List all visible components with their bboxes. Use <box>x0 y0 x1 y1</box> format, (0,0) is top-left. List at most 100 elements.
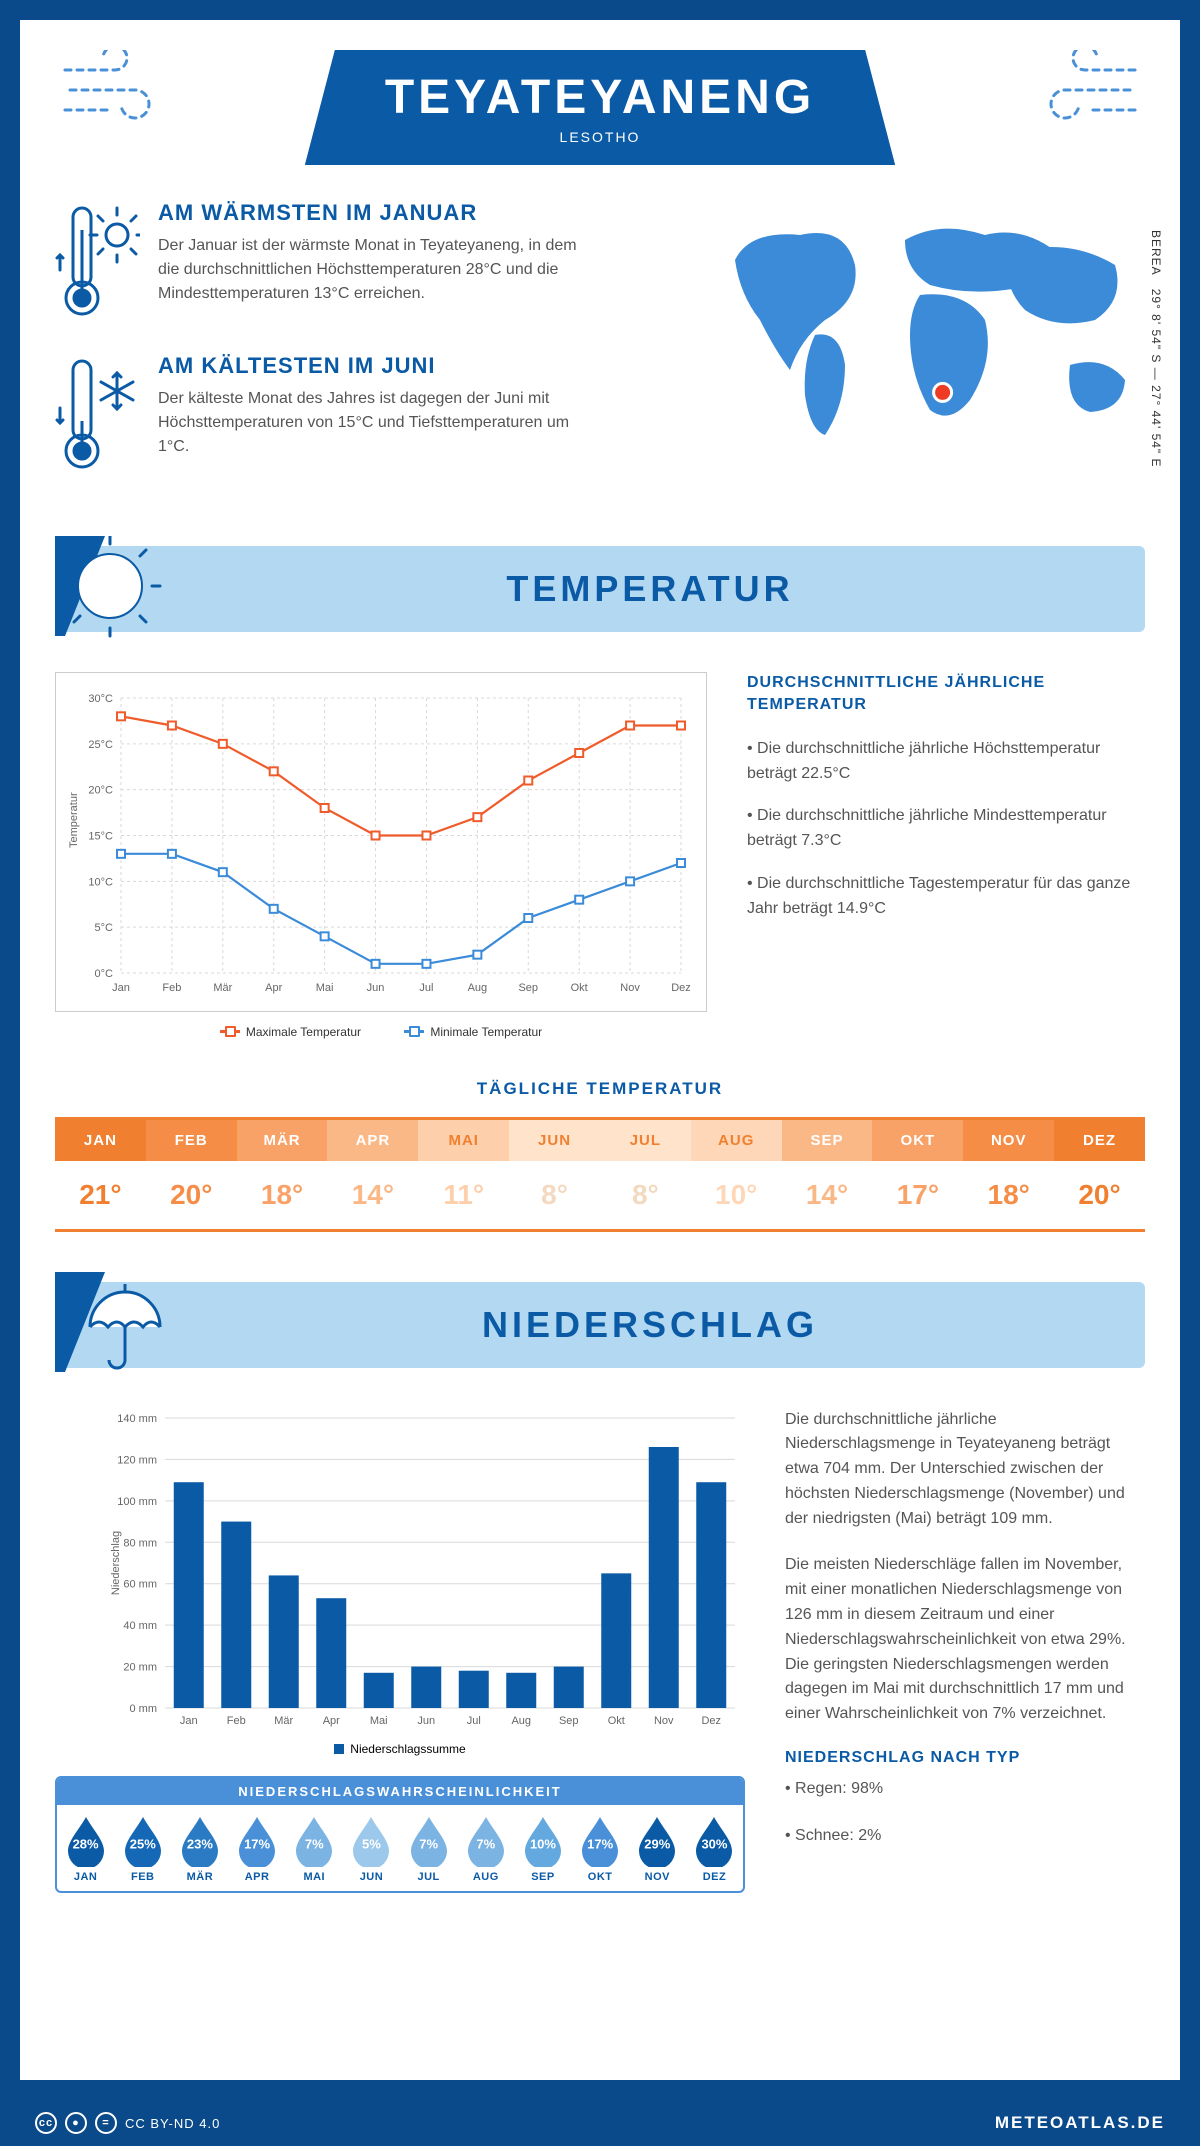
svg-text:Mai: Mai <box>316 982 334 994</box>
probability-cell: 7%JUL <box>400 1805 457 1891</box>
svg-text:Feb: Feb <box>227 1715 246 1727</box>
city-title: TEYATEYANENG <box>385 70 815 125</box>
precip-row: 0 mm20 mm40 mm60 mm80 mm100 mm120 mm140 … <box>55 1408 1145 1893</box>
daily-cell: MAI11° <box>418 1120 509 1229</box>
daily-cell: DEZ20° <box>1054 1120 1145 1229</box>
temperature-section-header: TEMPERATUR <box>55 546 1145 632</box>
precip-type-bullet: • Schnee: 2% <box>785 1824 1145 1849</box>
probability-cell: 29%NOV <box>629 1805 686 1891</box>
svg-text:Nov: Nov <box>654 1715 674 1727</box>
brand: METEOATLAS.DE <box>995 2113 1165 2133</box>
daily-temp-table: JAN21°FEB20°MÄR18°APR14°MAI11°JUN8°JUL8°… <box>55 1117 1145 1232</box>
precip-title: NIEDERSCHLAG <box>185 1304 1115 1346</box>
temp-info-title: DURCHSCHNITTLICHE JÄHRLICHE TEMPERATUR <box>747 672 1145 717</box>
svg-text:Jan: Jan <box>112 982 130 994</box>
svg-text:0 mm: 0 mm <box>130 1703 158 1715</box>
svg-text:Jun: Jun <box>367 982 385 994</box>
svg-text:Jun: Jun <box>417 1715 435 1727</box>
svg-text:5°C: 5°C <box>95 922 114 934</box>
precip-type-title: NIEDERSCHLAG NACH TYP <box>785 1749 1145 1767</box>
daily-cell: JAN21° <box>55 1120 146 1229</box>
umbrella-icon <box>55 1272 175 1382</box>
precip-probability-box: NIEDERSCHLAGSWAHRSCHEINLICHKEIT 28%JAN25… <box>55 1776 745 1893</box>
svg-text:Mai: Mai <box>370 1715 388 1727</box>
daily-cell: FEB20° <box>146 1120 237 1229</box>
svg-text:Feb: Feb <box>162 982 181 994</box>
svg-text:Aug: Aug <box>511 1715 531 1727</box>
svg-text:Apr: Apr <box>265 982 282 994</box>
svg-text:Niederschlag: Niederschlag <box>110 1530 122 1594</box>
svg-text:Apr: Apr <box>323 1715 340 1727</box>
temperature-row: 0°C5°C10°C15°C20°C25°C30°CJanFebMärAprMa… <box>55 672 1145 1039</box>
precip-section-header: NIEDERSCHLAG <box>55 1282 1145 1368</box>
svg-text:Okt: Okt <box>571 982 588 994</box>
svg-text:15°C: 15°C <box>88 831 113 843</box>
daily-cell: SEP14° <box>782 1120 873 1229</box>
svg-text:Jul: Jul <box>467 1715 481 1727</box>
daily-cell: OKT17° <box>872 1120 963 1229</box>
svg-text:Nov: Nov <box>620 982 640 994</box>
probability-cell: 25%FEB <box>114 1805 171 1891</box>
svg-text:Jul: Jul <box>419 982 433 994</box>
temp-bullet: • Die durchschnittliche jährliche Höchst… <box>747 737 1145 787</box>
precip-info: Die durchschnittliche jährliche Niedersc… <box>785 1408 1145 1893</box>
probability-cell: 5%JUN <box>343 1805 400 1891</box>
probability-cell: 10%SEP <box>514 1805 571 1891</box>
svg-text:20°C: 20°C <box>88 785 113 797</box>
header: TEYATEYANENG LESOTHO <box>55 50 1145 165</box>
precip-type-bullet: • Regen: 98% <box>785 1777 1145 1802</box>
daily-cell: MÄR18° <box>237 1120 328 1229</box>
probability-cell: 23%MÄR <box>171 1805 228 1891</box>
world-map: BEREA 29° 8' 54" S — 27° 44' 54" E <box>705 200 1145 506</box>
svg-text:140 mm: 140 mm <box>117 1413 157 1425</box>
svg-text:120 mm: 120 mm <box>117 1454 157 1466</box>
sun-icon <box>55 536 175 646</box>
warm-title: AM WÄRMSTEN IM JANUAR <box>158 200 598 226</box>
cold-title: AM KÄLTESTEN IM JUNI <box>158 353 598 379</box>
warm-text: Der Januar ist der wärmste Monat in Teya… <box>158 234 598 306</box>
temp-bullet: • Die durchschnittliche Tagestemperatur … <box>747 872 1145 922</box>
probability-cell: 28%JAN <box>57 1805 114 1891</box>
thermometer-hot-icon <box>55 200 140 325</box>
svg-text:25°C: 25°C <box>88 739 113 751</box>
probability-title: NIEDERSCHLAGSWAHRSCHEINLICHKEIT <box>57 1778 743 1805</box>
daily-cell: APR14° <box>327 1120 418 1229</box>
daily-temp-title: TÄGLICHE TEMPERATUR <box>55 1079 1145 1099</box>
daily-cell: AUG10° <box>691 1120 782 1229</box>
precip-para2: Die meisten Niederschläge fallen im Nove… <box>785 1553 1145 1727</box>
country-subtitle: LESOTHO <box>385 129 815 145</box>
svg-text:Mär: Mär <box>213 982 232 994</box>
temperature-chart: 0°C5°C10°C15°C20°C25°C30°CJanFebMärAprMa… <box>55 672 707 1039</box>
thermometer-cold-icon <box>55 353 140 478</box>
svg-text:20 mm: 20 mm <box>123 1661 157 1673</box>
temp-legend: Maximale Temperatur Minimale Temperatur <box>55 1022 707 1039</box>
svg-text:Sep: Sep <box>559 1715 579 1727</box>
coordinates: BEREA 29° 8' 54" S — 27° 44' 54" E <box>1149 230 1163 468</box>
page: TEYATEYANENG LESOTHO AM WÄRMSTEN IM JANU… <box>0 0 1200 2100</box>
svg-text:Okt: Okt <box>608 1715 625 1727</box>
cold-text: Der kälteste Monat des Jahres ist dagege… <box>158 387 598 459</box>
daily-cell: JUN8° <box>509 1120 600 1229</box>
intro-left: AM WÄRMSTEN IM JANUAR Der Januar ist der… <box>55 200 675 506</box>
svg-text:Aug: Aug <box>468 982 488 994</box>
probability-cell: 17%OKT <box>572 1805 629 1891</box>
svg-text:30°C: 30°C <box>88 693 113 705</box>
nd-icon: = <box>95 2112 117 2134</box>
svg-text:0°C: 0°C <box>95 968 114 980</box>
license: cc ● = CC BY-ND 4.0 <box>35 2112 220 2134</box>
svg-text:60 mm: 60 mm <box>123 1578 157 1590</box>
wind-icon-left <box>55 50 165 135</box>
warm-summary: AM WÄRMSTEN IM JANUAR Der Januar ist der… <box>55 200 675 325</box>
wind-icon-right <box>1035 50 1145 135</box>
svg-text:Dez: Dez <box>701 1715 721 1727</box>
intro-row: AM WÄRMSTEN IM JANUAR Der Januar ist der… <box>55 200 1145 506</box>
temperature-title: TEMPERATUR <box>185 568 1115 610</box>
svg-text:Sep: Sep <box>518 982 538 994</box>
temperature-info: DURCHSCHNITTLICHE JÄHRLICHE TEMPERATUR •… <box>747 672 1145 1039</box>
svg-text:100 mm: 100 mm <box>117 1495 157 1507</box>
daily-cell: JUL8° <box>600 1120 691 1229</box>
svg-text:Jan: Jan <box>180 1715 198 1727</box>
precip-para1: Die durchschnittliche jährliche Niedersc… <box>785 1408 1145 1532</box>
daily-cell: NOV18° <box>963 1120 1054 1229</box>
probability-cell: 17%APR <box>229 1805 286 1891</box>
